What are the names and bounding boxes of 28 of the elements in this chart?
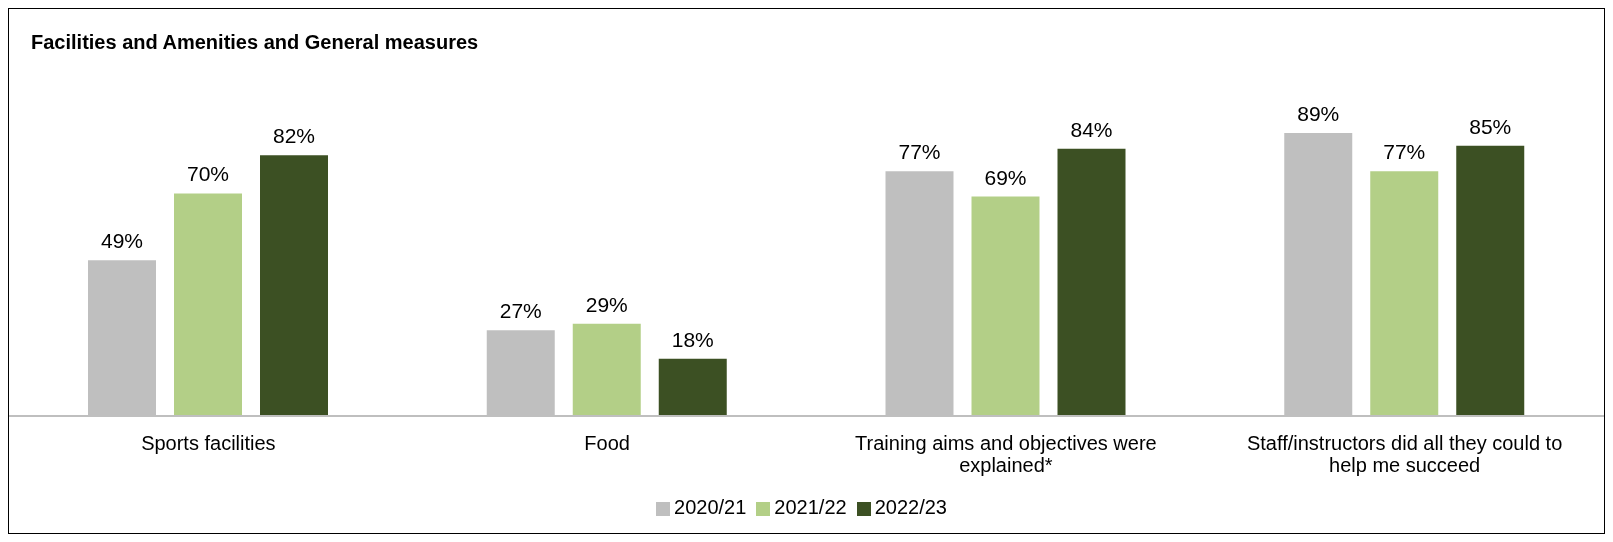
x-tick-label: Food	[583, 432, 631, 454]
x-tick-label: Staff/instructors did all they could to help me succeed	[1245, 432, 1564, 476]
x-tick-label: Training aims and objectives were explained*	[854, 432, 1158, 476]
chart-title: Facilities and Amenities and General measures	[31, 31, 479, 54]
data-label: 82%	[272, 124, 316, 148]
legend-label: 2022/23	[874, 496, 947, 518]
data-label: 84%	[1070, 117, 1113, 141]
data-label: 29%	[585, 292, 628, 316]
data-label: 70%	[186, 162, 230, 186]
bar	[971, 196, 1040, 416]
bar	[572, 323, 641, 416]
data-label: 27%	[499, 299, 542, 323]
bar	[1456, 145, 1525, 416]
data-label: 77%	[1383, 140, 1426, 164]
bar	[1057, 148, 1126, 416]
data-label: 69%	[984, 165, 1027, 189]
data-label: 49%	[100, 229, 144, 253]
data-label: 77%	[898, 140, 941, 164]
x-tick-label: Sports facilities	[140, 432, 277, 454]
data-label: 89%	[1297, 101, 1340, 125]
bar	[260, 155, 328, 416]
bar	[1370, 171, 1439, 416]
legend-label: 2021/22	[774, 496, 847, 518]
bar	[658, 358, 727, 416]
bar	[174, 193, 242, 416]
legend-label: 2020/21	[674, 496, 747, 518]
data-label: 85%	[1469, 114, 1512, 138]
data-label: 18%	[671, 327, 714, 351]
